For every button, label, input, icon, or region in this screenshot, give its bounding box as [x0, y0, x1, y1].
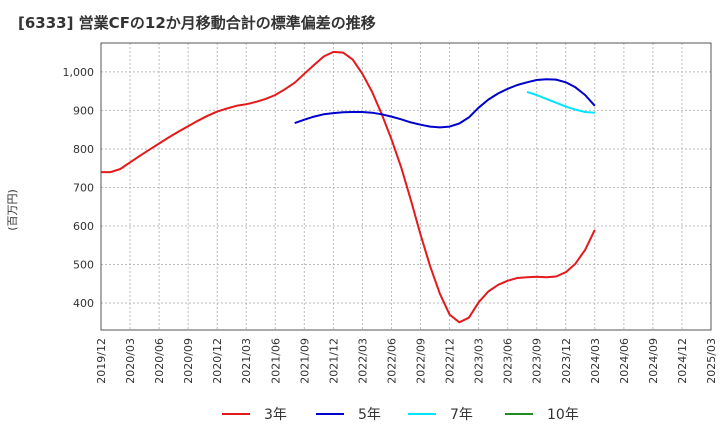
x-tick-label: 2021/09	[298, 338, 311, 384]
x-tick-label: 2024/12	[676, 338, 689, 384]
x-tick-label: 2022/09	[415, 338, 428, 384]
y-axis-label: (百万円)	[6, 189, 19, 231]
chart-title: [6333] 営業CFの12か月移動合計の標準偏差の推移	[18, 14, 376, 32]
x-tick-label: 2020/09	[182, 338, 195, 384]
legend-label: 10年	[547, 407, 579, 423]
x-tick-label: 2019/12	[95, 338, 108, 384]
x-tick-label: 2020/03	[124, 338, 137, 384]
legend: 3年 5年 7年 10年	[222, 407, 579, 423]
y-tick-label: 500	[73, 259, 94, 272]
y-tick-label: 800	[73, 143, 94, 156]
x-tick-label: 2022/06	[385, 338, 398, 384]
y-tick-label: 700	[73, 181, 94, 194]
series-line-7年	[526, 90, 595, 114]
legend-label: 5年	[358, 407, 381, 423]
x-tick-label: 2023/12	[560, 338, 573, 384]
y-tick-label: 600	[73, 220, 94, 233]
x-tick-label: 2024/03	[589, 338, 602, 384]
x-tick-label: 2024/06	[618, 338, 631, 384]
x-tick-label: 2022/03	[356, 338, 369, 384]
x-tick-label: 2020/12	[211, 338, 224, 384]
x-tick-label: 2021/06	[269, 338, 282, 384]
legend-label: 7年	[450, 407, 473, 423]
series-line-3年	[101, 50, 596, 324]
y-tick-label: 400	[73, 297, 94, 310]
series-line-5年	[294, 78, 596, 129]
x-tick-label: 2023/09	[531, 338, 544, 384]
x-tick-label: 2023/06	[502, 338, 515, 384]
y-tick-label: 1,000	[63, 66, 95, 79]
plot-frame	[100, 42, 712, 331]
axis-layer: 400 500 600 700 800 900 1,000 2019/12 2020/03 202…	[6, 42, 718, 384]
x-tick-label: 2023/03	[473, 338, 486, 384]
x-tick-label: 2020/06	[153, 338, 166, 384]
x-tick-label: 2021/12	[327, 338, 340, 384]
x-tick-label: 2024/09	[647, 338, 660, 384]
legend-label: 3年	[264, 407, 287, 423]
series-layer	[101, 50, 596, 324]
x-tick-label: 2022/12	[444, 338, 457, 384]
x-tick-label: 2021/03	[240, 338, 253, 384]
y-tick-label: 900	[73, 104, 94, 117]
x-tick-label: 2025/03	[705, 338, 718, 384]
grid-layer	[101, 43, 711, 330]
